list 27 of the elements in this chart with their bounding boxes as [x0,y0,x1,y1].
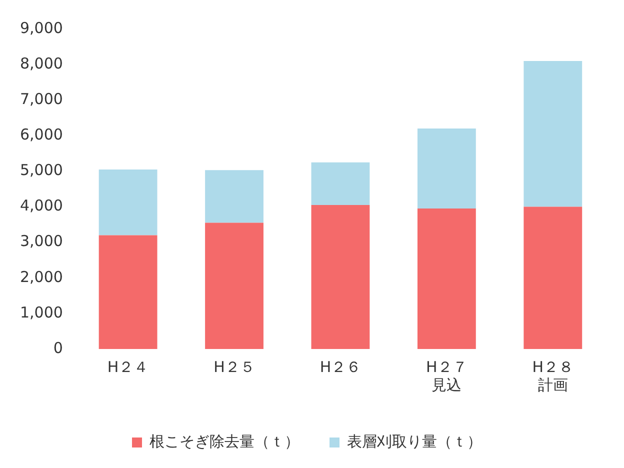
bar [311,205,370,349]
bar [524,206,582,349]
bar [311,162,370,205]
x-tick-label: H２５ [214,358,255,376]
x-tick-label: H２７見込 [426,358,468,394]
y-tick-label: 2,000 [20,268,63,286]
legend-label: 表層刈取り量（ｔ） [347,432,482,450]
bar [205,170,264,223]
y-tick-label: 6,000 [20,126,63,144]
y-tick-label: 4,000 [20,196,63,215]
bar [417,208,476,349]
bar [524,61,582,207]
y-tick-label: 3,000 [20,232,63,250]
x-tick-label: H２６ [320,358,362,376]
legend-label: 根こそぎ除去量（ｔ） [150,432,300,450]
y-tick-label: 5,000 [20,161,63,180]
y-tick-label: 1,000 [20,303,63,322]
x-tick-label: H２４ [107,358,149,376]
y-tick-label: 9,000 [20,18,63,37]
bar [417,128,476,209]
bar [98,235,158,349]
y-tick-label: 8,000 [20,54,63,72]
x-tick-label: H２８計画 [532,358,574,394]
y-tick-label: 7,000 [20,90,63,108]
y-tick-label: 0 [53,338,63,357]
bar [98,169,158,236]
bar [205,222,264,349]
